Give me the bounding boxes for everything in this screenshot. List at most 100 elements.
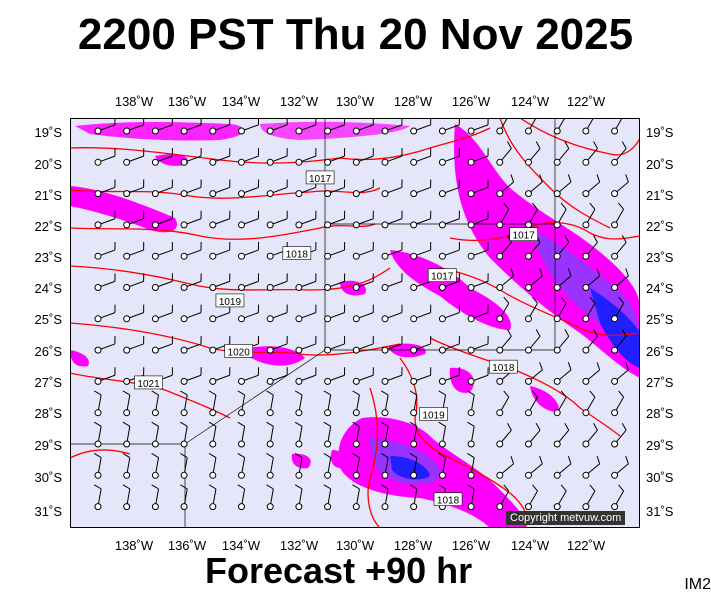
wind-barb (553, 235, 570, 260)
wind-barb (94, 304, 116, 323)
wind-barb (352, 118, 374, 135)
wind-barb (381, 242, 403, 260)
wind-barb (209, 242, 231, 260)
wind-barb (553, 329, 570, 354)
wind-barb (496, 484, 510, 511)
wind-barb (467, 335, 489, 354)
wind-barb (123, 242, 145, 260)
wind-barb (611, 362, 629, 385)
wind-barb (295, 273, 317, 291)
wind-barb (352, 453, 360, 479)
svg-text:1021: 1021 (137, 379, 160, 390)
wind-barb (380, 453, 389, 479)
isobar-label: 1021 (134, 375, 163, 390)
wind-barb (94, 242, 116, 260)
lat-label: 23˚S (34, 250, 62, 265)
wind-barb (266, 210, 288, 229)
wind-barb (295, 118, 317, 135)
wind-barb (151, 453, 160, 479)
wind-barb (93, 484, 102, 511)
wind-barb (553, 141, 570, 166)
wind-barb (582, 268, 601, 291)
wind-barb (180, 421, 188, 448)
wind-barb (151, 179, 173, 198)
wind-barb (410, 118, 432, 135)
wind-barb (553, 484, 567, 511)
isobar-label: 1019 (215, 293, 245, 308)
wind-barb (94, 210, 116, 229)
wind-barb (123, 335, 145, 354)
wind-barb (410, 242, 432, 260)
wind-barb (553, 422, 570, 448)
wind-barb (380, 484, 389, 511)
wind-barb (409, 484, 418, 511)
wind-barb (380, 421, 389, 448)
wind-barb (123, 118, 145, 135)
wind-barb (208, 421, 217, 448)
wind-barb (582, 390, 596, 417)
wind-barb (410, 367, 432, 385)
wind-barb (323, 421, 332, 448)
wind-barb (582, 362, 601, 385)
wind-barb (324, 179, 346, 198)
isobar-label: 1018 (433, 492, 463, 507)
wind-barbs (93, 118, 629, 511)
wind-barb (180, 273, 202, 291)
svg-text:1019: 1019 (422, 410, 445, 421)
wind-barb (381, 118, 403, 135)
svg-text:1018: 1018 (492, 363, 515, 374)
svg-text:1017: 1017 (309, 174, 332, 185)
lat-label: 27˚S (646, 375, 674, 390)
wind-barb (352, 242, 374, 260)
wind-barb (180, 179, 202, 198)
wind-barb (381, 335, 403, 354)
lat-label: 28˚S (646, 406, 674, 421)
wind-barb (324, 335, 346, 354)
wind-barb (381, 210, 403, 229)
wind-barb (410, 273, 432, 291)
wind-barb (123, 179, 145, 198)
wind-barb (352, 273, 374, 291)
wind-barb (180, 210, 202, 229)
wind-barb (582, 422, 598, 448)
wind-barb (266, 148, 288, 166)
wind-barb (525, 390, 538, 417)
wind-barb (294, 390, 303, 417)
svg-text:1019: 1019 (219, 297, 242, 308)
wind-barb (295, 304, 317, 323)
lon-label: 124˚W (510, 538, 550, 553)
wind-barb (611, 296, 625, 323)
wind-barb (151, 484, 160, 511)
wind-barb (151, 335, 173, 354)
wind-barb (381, 273, 403, 291)
wind-barb (611, 141, 627, 166)
wind-barb (582, 174, 601, 198)
wind-barb (352, 367, 374, 385)
wind-barb (180, 367, 202, 385)
wind-barb (438, 179, 460, 198)
wind-barb (525, 329, 541, 354)
wind-barb (352, 484, 360, 511)
wind-barb (467, 367, 489, 385)
weather-map: 1017 1018 1019 1020 1021 1017 1017 1018 1019 1018 (70, 118, 640, 528)
wind-barb (467, 484, 475, 511)
wind-barb (94, 367, 116, 385)
wind-barb (525, 174, 543, 198)
wind-barb (582, 329, 598, 354)
lat-label: 22˚S (646, 219, 674, 234)
wind-barb (123, 148, 145, 166)
wind-barb (410, 148, 432, 166)
lon-label: 126˚W (451, 94, 491, 109)
svg-text:1017: 1017 (431, 272, 454, 283)
lat-label: 25˚S (646, 312, 674, 327)
lat-label: 19˚S (34, 125, 62, 140)
wind-barb (294, 453, 303, 479)
lat-label: 26˚S (34, 344, 62, 359)
wind-barb (496, 174, 515, 198)
wind-barb (323, 390, 332, 417)
wind-barb (122, 453, 131, 479)
wind-barb (237, 453, 246, 479)
wind-barb (324, 148, 346, 166)
wind-barb (410, 179, 432, 198)
wind-barb (467, 304, 489, 323)
